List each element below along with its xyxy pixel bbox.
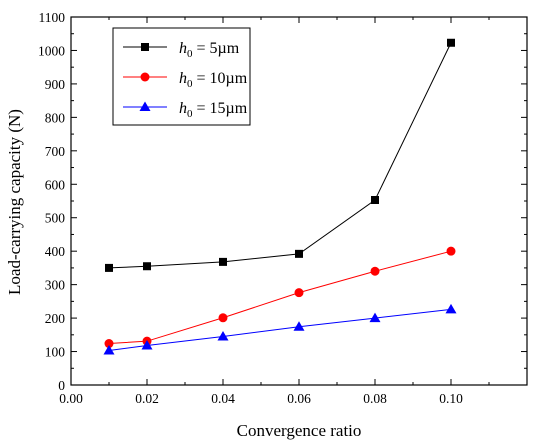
x-axis-title: Convergence ratio	[237, 421, 362, 440]
data-point	[104, 339, 114, 349]
y-tick-label: 900	[45, 77, 66, 92]
y-tick-label: 600	[45, 177, 66, 192]
y-tick-label: 1000	[38, 43, 65, 58]
data-point	[293, 321, 305, 331]
data-point	[369, 312, 381, 323]
x-tick-label: 0.08	[363, 391, 387, 406]
y-tick-label: 1100	[39, 10, 66, 25]
series-2	[104, 246, 456, 349]
data-point	[143, 262, 151, 271]
data-point	[371, 195, 379, 204]
data-point	[446, 246, 456, 256]
y-tick-label: 200	[45, 311, 66, 326]
series-3	[103, 303, 457, 355]
y-tick-label: 0	[58, 378, 65, 393]
data-point	[219, 257, 227, 266]
legend-marker	[140, 72, 150, 82]
x-tick-label: 0.04	[211, 391, 235, 406]
y-tick-label: 400	[45, 244, 66, 259]
y-tick-label: 500	[45, 211, 66, 226]
data-point	[447, 38, 455, 47]
legend-label: h0 = 5µm	[179, 40, 240, 60]
data-point	[103, 345, 115, 355]
x-tick-label: 0.02	[135, 391, 159, 406]
data-point	[217, 330, 229, 341]
x-tick-label: 0.06	[287, 391, 311, 406]
data-point	[294, 288, 304, 298]
data-point	[295, 249, 303, 258]
y-tick-label: 300	[45, 278, 66, 293]
series-line	[108, 308, 452, 352]
legend-label: h0 = 10µm	[179, 70, 248, 90]
legend: h0 = 5µm h0 = 10µm h0 = 15µm	[112, 27, 251, 126]
series-line	[108, 250, 452, 345]
data-point	[218, 313, 228, 323]
data-point	[370, 266, 380, 276]
y-tick-label: 100	[45, 345, 66, 360]
y-tick-label: 800	[45, 110, 66, 125]
data-point	[141, 340, 153, 350]
x-tick-label: 0.00	[59, 391, 83, 406]
legend-label: h0 = 15µm	[179, 100, 248, 120]
y-axis-title: Load-carrying capacity (N)	[5, 109, 24, 295]
legend-marker	[139, 101, 151, 111]
y-tick-label: 700	[45, 144, 66, 159]
legend-marker	[141, 43, 149, 51]
data-point	[105, 263, 113, 272]
series-line	[108, 42, 452, 269]
series-layer	[103, 38, 457, 355]
axes: 0.00 0.02 0.04 0.06 0.08 0.10 0 100 200 300 400 500…	[38, 10, 528, 406]
series-1	[105, 38, 455, 272]
data-point	[445, 303, 457, 314]
x-tick-label: 0.10	[439, 391, 463, 406]
